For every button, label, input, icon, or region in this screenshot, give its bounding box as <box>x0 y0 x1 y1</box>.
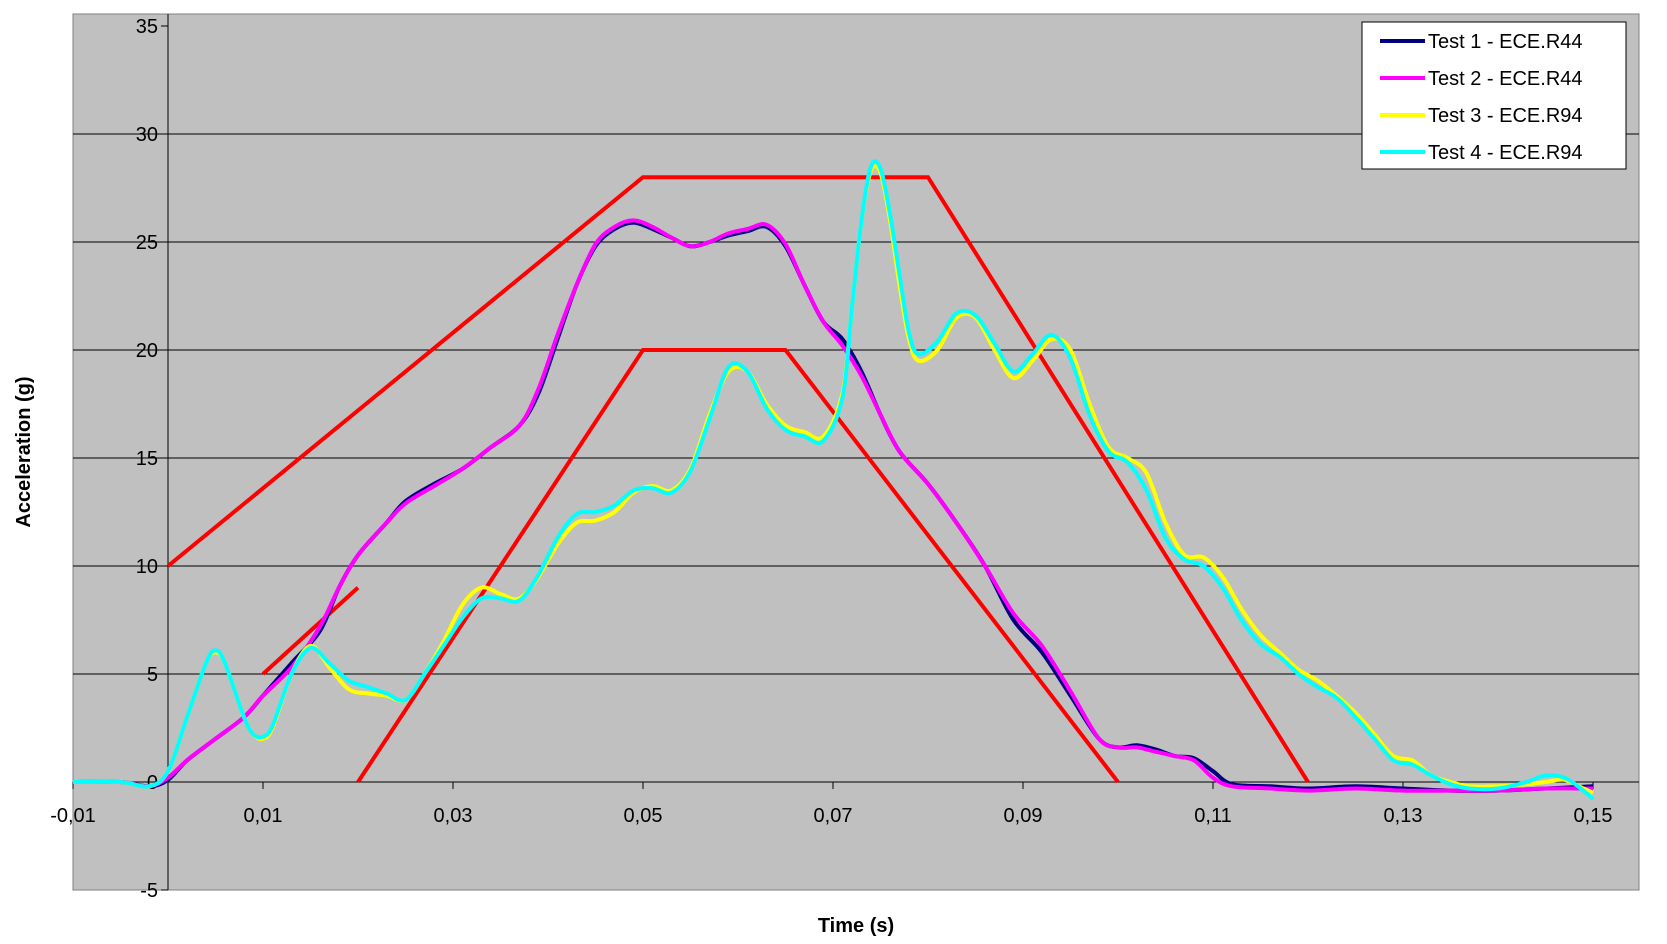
corridor-lines <box>166 175 1310 784</box>
x-axis: -0,01 0,01 0,03 0,05 0,07 0,09 0,11 0,13 0,15 <box>50 781 1639 827</box>
y-axis-title: Acceleration (g) <box>13 376 35 527</box>
corridor-line <box>261 586 360 676</box>
legend-box <box>1361 21 1627 170</box>
x-tick-label: 0,13 <box>1384 805 1423 827</box>
series-line-2 <box>72 218 1594 793</box>
y-tick-label: 0 <box>147 772 158 794</box>
y-tick-label: 35 <box>136 16 158 38</box>
y-tick-label: -5 <box>140 880 158 902</box>
series-lines <box>72 159 1595 801</box>
x-axis-title: Time (s) <box>818 915 894 937</box>
legend-label: Test 3 - ECE.R94 <box>1428 105 1583 127</box>
x-tick-label: 0,07 <box>814 805 853 827</box>
x-tick-label: 0,09 <box>1004 805 1043 827</box>
corridor-line <box>166 175 1310 784</box>
y-tick-label: 30 <box>136 124 158 146</box>
x-tick-label: 0,03 <box>434 805 473 827</box>
y-axis: -5 0 5 10 15 20 25 30 35 <box>136 14 169 902</box>
x-tick-label: 0,11 <box>1194 805 1231 827</box>
x-tick-label: 0,05 <box>624 805 663 827</box>
y-tick-label: 10 <box>136 556 158 578</box>
y-tick-label: 5 <box>147 664 158 686</box>
legend-label: Test 1 - ECE.R44 <box>1428 31 1583 53</box>
y-tick-label: 20 <box>136 340 158 362</box>
legend-label: Test 4 - ECE.R94 <box>1428 142 1583 164</box>
y-tick-label: 25 <box>136 232 158 254</box>
y-tick-label: 15 <box>136 448 158 470</box>
x-tick-label: 0,15 <box>1574 805 1613 827</box>
x-tick-label: 0,01 <box>244 805 283 827</box>
corridor-line <box>356 348 1120 784</box>
series-line-4 <box>72 159 1595 801</box>
x-tick-label: -0,01 <box>50 805 96 827</box>
legend-label: Test 2 - ECE.R44 <box>1428 68 1583 90</box>
legend: Test 1 - ECE.R44 Test 2 - ECE.R44 Test 3 -… <box>1361 21 1627 170</box>
